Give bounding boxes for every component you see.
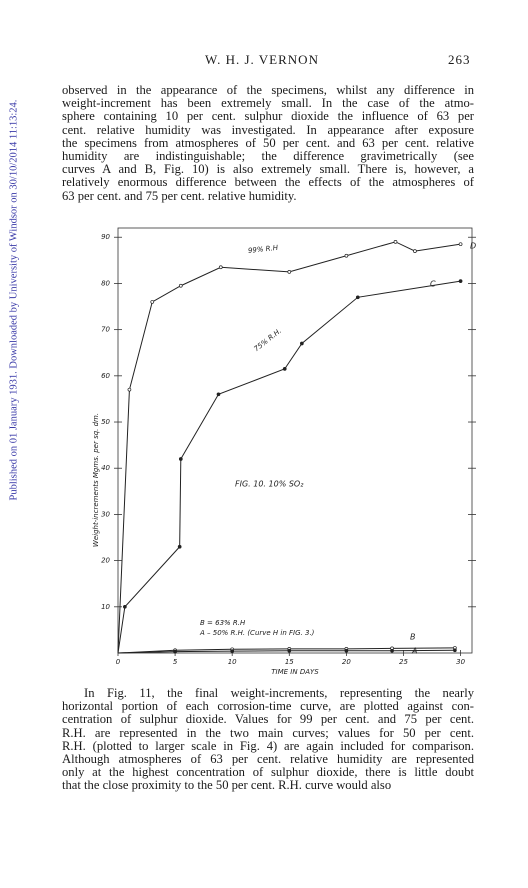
y-tick-label: 30 xyxy=(101,510,110,518)
data-point xyxy=(173,649,177,654)
x-tick-label: 10 xyxy=(228,658,237,666)
paragraph: observed in the appearance of the specim… xyxy=(62,84,474,203)
annotation: 99% R.H xyxy=(248,244,280,255)
x-tick-label: 20 xyxy=(342,658,351,666)
data-point xyxy=(177,544,182,549)
plot-frame xyxy=(117,227,473,654)
data-point xyxy=(413,249,417,253)
y-tick-label: 70 xyxy=(101,326,110,334)
curve-label: C xyxy=(430,280,436,289)
page-number: 263 xyxy=(448,52,471,67)
annotation: B = 63% R.H xyxy=(200,619,246,627)
data-point xyxy=(300,341,304,346)
data-point xyxy=(453,648,457,653)
text-line: that the close proximity to the 50 per c… xyxy=(62,779,392,793)
text-line: only at the highest concentration of sul… xyxy=(62,766,474,780)
data-point xyxy=(390,648,394,653)
y-tick-label: 90 xyxy=(101,233,110,241)
paragraph: In Fig. 11, the final weight-increments,… xyxy=(62,687,474,793)
data-point xyxy=(458,279,463,283)
text-line: R.H. are represented in the two main cur… xyxy=(62,726,474,740)
data-point xyxy=(127,387,132,392)
text-line: sphere containing 10 per cent. sulphur d… xyxy=(62,110,474,124)
text-line: R.H. (plotted to larger scale in Fig. 4)… xyxy=(62,739,474,753)
data-point xyxy=(355,295,360,300)
x-tick-label: 25 xyxy=(399,658,408,666)
data-point xyxy=(287,648,292,653)
y-tick-label: 40 xyxy=(101,464,110,472)
data-point xyxy=(344,648,349,653)
text-line: 63 per cent. and 75 per cent. relative h… xyxy=(62,189,297,203)
y-tick-label: 50 xyxy=(101,418,110,426)
data-point xyxy=(150,300,155,304)
text-line: centration of sulphur dioxide. Values fo… xyxy=(62,713,474,727)
y-tick-label: 10 xyxy=(101,603,110,611)
x-tick-label: 5 xyxy=(173,658,178,666)
data-point xyxy=(287,270,292,274)
curve xyxy=(117,280,461,654)
text-line: Although atmospheres of 63 per cent. rel… xyxy=(62,753,474,767)
text-line: horizontal portion of each corrosion-tim… xyxy=(62,700,474,714)
y-tick-label: 60 xyxy=(101,372,110,380)
curve xyxy=(117,241,461,654)
x-tick-label: 15 xyxy=(285,658,294,666)
curve-label: B xyxy=(410,633,416,642)
text-line: curves A and B, Fig. 10) is also extreme… xyxy=(62,163,474,177)
x-tick-label: 0 xyxy=(116,658,121,666)
annotation: 75% R.H. xyxy=(253,327,283,353)
text-line: observed in the appearance of the specim… xyxy=(62,84,474,97)
x-tick-label: 30 xyxy=(456,658,465,666)
x-axis-label: TIME IN DAYS xyxy=(271,668,319,676)
annotation: A – 50% R.H. (Curve H in FIG. 3.) xyxy=(199,629,315,637)
text-line: weight-increment has been extremely smal… xyxy=(62,97,474,111)
text-line: relatively enormous difference between t… xyxy=(62,176,474,190)
data-point xyxy=(178,283,183,288)
data-point xyxy=(216,392,221,397)
text-line: the specimens from atmospheres of 50 per… xyxy=(62,136,474,150)
running-head: W. H. J. VERNON xyxy=(205,52,319,67)
text-line: In Fig. 11, the final weight-increments,… xyxy=(84,687,474,700)
text-line: humidity are indistinguishable; the diff… xyxy=(62,150,474,164)
figure-caption: FIG. 10. 10% SO₂ xyxy=(235,480,304,489)
data-point xyxy=(458,242,463,247)
data-point xyxy=(218,265,223,270)
data-point xyxy=(282,367,287,371)
curve-label: D xyxy=(470,242,476,251)
text-line: cent. relative humidity was investigated… xyxy=(62,123,474,137)
data-point xyxy=(230,649,235,654)
data-point xyxy=(344,253,349,258)
curve-label: A xyxy=(411,647,417,656)
y-tick-label: 20 xyxy=(101,557,110,565)
data-point xyxy=(123,604,127,609)
data-point xyxy=(393,240,398,244)
data-point xyxy=(178,457,183,461)
y-axis-label: Weight-increments Mgms. per sq. dm. xyxy=(92,413,100,547)
y-tick-label: 80 xyxy=(101,279,110,287)
